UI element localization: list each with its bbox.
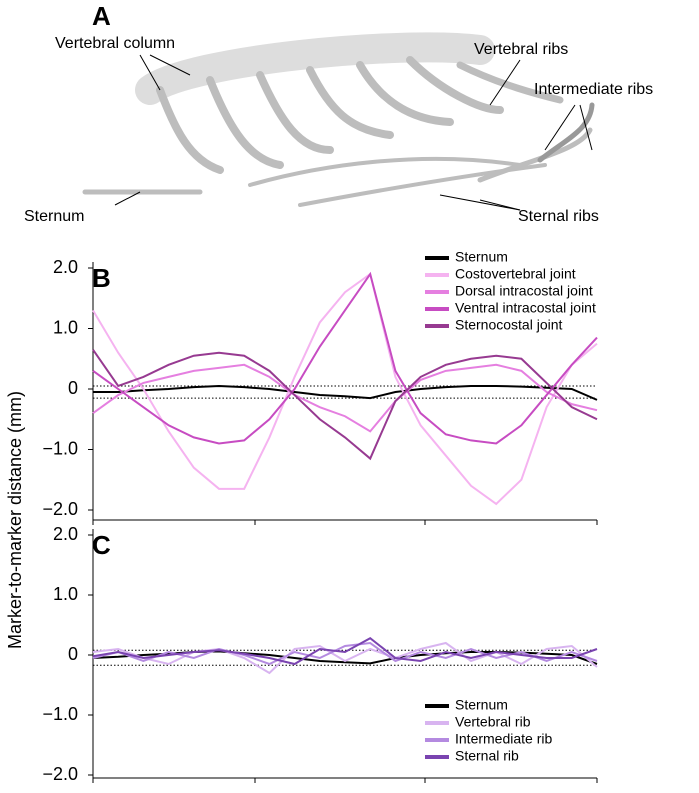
legend-label: Vertebral rib <box>455 714 531 730</box>
y-axis-label: Marker-to-marker distance (mm) <box>5 391 25 649</box>
series-line <box>92 650 598 665</box>
series-line <box>92 349 598 461</box>
series-line <box>92 271 598 445</box>
legend-label: Sternocostal joint <box>455 317 563 333</box>
y-tick-label: 0 <box>68 644 78 664</box>
annotation: Sternum <box>24 208 84 225</box>
y-tick-label: 0 <box>68 378 78 398</box>
legend-label: Dorsal intracostal joint <box>455 283 593 299</box>
y-tick-label: −2.0 <box>42 499 78 519</box>
series-line <box>92 641 598 675</box>
annotation: Intermediate ribs <box>534 81 653 98</box>
skeleton-render <box>82 32 595 207</box>
legend-label: Intermediate rib <box>455 731 552 747</box>
series-line <box>93 384 598 401</box>
leader-lines <box>114 54 593 211</box>
legend-label: Sternal rib <box>455 748 519 764</box>
panel-label: C <box>92 530 111 560</box>
y-tick-label: 1.0 <box>53 584 78 604</box>
annotation: Vertebral column <box>55 35 175 52</box>
series-line <box>92 272 598 506</box>
legend-label: Ventral intracostal joint <box>455 300 596 316</box>
annotation: Vertebral ribs <box>474 41 568 58</box>
y-tick-label: 2.0 <box>53 257 78 277</box>
y-tick-label: 1.0 <box>53 317 78 337</box>
series-line <box>92 637 598 666</box>
panel-label: B <box>92 263 111 293</box>
y-tick-label: −1.0 <box>42 704 78 724</box>
legend-label: Sternum <box>455 249 508 265</box>
y-tick-label: 2.0 <box>53 524 78 544</box>
series-line <box>92 363 598 433</box>
legend-label: Sternum <box>455 697 508 713</box>
y-tick-label: −2.0 <box>42 764 78 784</box>
panel-label: A <box>92 1 111 31</box>
legend-label: Costovertebral joint <box>455 266 576 282</box>
annotation: Sternal ribs <box>518 208 599 225</box>
y-tick-label: −1.0 <box>42 438 78 458</box>
